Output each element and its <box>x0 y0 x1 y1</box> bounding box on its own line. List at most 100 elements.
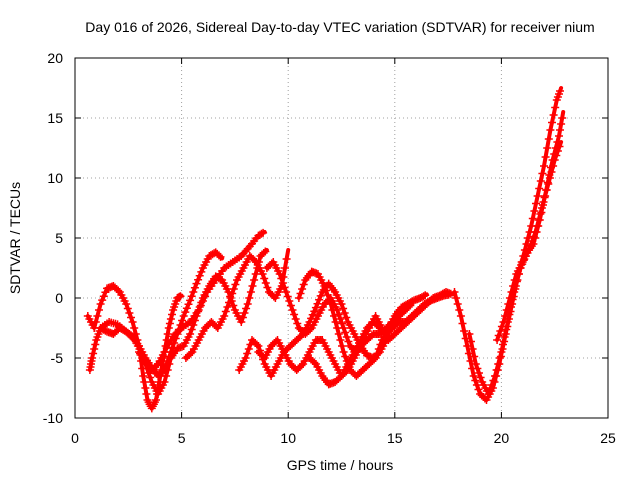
axis-ticks: 0 5 10 15 20 25 -10 -5 0 5 10 15 20 <box>43 50 616 446</box>
data-point <box>531 228 540 236</box>
data-point <box>546 126 555 134</box>
data-point <box>142 390 151 398</box>
data-point <box>342 333 351 341</box>
data-point <box>558 114 567 122</box>
data-point <box>502 325 511 334</box>
data-point <box>310 358 319 367</box>
data-point <box>507 288 516 296</box>
data-point <box>547 168 556 176</box>
data-point <box>528 214 537 223</box>
data-point <box>242 304 251 313</box>
data-point <box>474 385 483 394</box>
data-point <box>280 283 289 292</box>
data-point <box>553 147 562 155</box>
data-point <box>534 216 543 224</box>
data-point <box>526 241 535 250</box>
data-point <box>197 267 206 276</box>
data-point <box>502 306 511 314</box>
data-point <box>123 304 132 313</box>
x-tick-label: 5 <box>178 430 186 446</box>
data-point <box>288 306 297 314</box>
data-point <box>544 180 553 188</box>
data-point <box>550 156 559 164</box>
data-point <box>543 144 552 152</box>
data-point <box>260 274 269 283</box>
data-point <box>310 307 319 316</box>
y-axis-title: SDTVAR / TECUs <box>7 182 23 294</box>
data-point <box>525 246 534 254</box>
data-point <box>245 294 254 302</box>
series-arc-2 <box>85 248 225 380</box>
data-point <box>179 312 188 320</box>
data-point <box>101 288 110 297</box>
data-point <box>556 126 564 134</box>
data-point <box>504 300 513 308</box>
data-point <box>540 162 548 170</box>
data-point <box>326 300 335 308</box>
data-point <box>495 354 504 362</box>
data-point <box>499 318 508 326</box>
data-point <box>556 87 564 95</box>
data-point <box>226 294 235 302</box>
series-arc-9 <box>294 267 430 380</box>
data-point <box>538 169 547 178</box>
data-point <box>195 303 204 311</box>
data-point <box>336 315 345 323</box>
data-point <box>181 308 190 317</box>
data-point <box>455 306 464 314</box>
data-point <box>489 376 498 385</box>
data-point <box>166 315 175 323</box>
data-point <box>497 348 506 356</box>
data-point <box>282 288 291 296</box>
data-point <box>176 292 185 301</box>
data-point <box>298 285 307 293</box>
data-point <box>528 237 537 245</box>
series-line <box>467 110 566 396</box>
data-point <box>93 312 102 320</box>
data-point <box>555 132 563 140</box>
y-tick-label: -10 <box>43 410 63 426</box>
data-point <box>99 292 108 301</box>
data-point <box>225 298 233 307</box>
data-point <box>472 381 481 389</box>
data-point <box>536 177 545 185</box>
data-point <box>220 312 229 320</box>
data-point <box>244 345 253 353</box>
series-arc-3 <box>96 228 268 374</box>
data-point <box>342 313 351 322</box>
data-point <box>259 228 268 237</box>
data-point <box>194 307 203 316</box>
data-point <box>465 330 474 338</box>
x-tick-label: 25 <box>600 430 616 446</box>
data-point <box>510 276 519 284</box>
data-point <box>370 355 378 364</box>
data-point <box>524 234 532 242</box>
data-point <box>453 300 462 308</box>
data-point <box>325 295 334 304</box>
data-point <box>231 280 240 289</box>
data-point <box>187 292 196 301</box>
data-point <box>552 151 561 160</box>
data-point <box>471 376 480 385</box>
data-point <box>163 330 172 338</box>
data-point <box>316 291 325 300</box>
y-tick-label: 5 <box>55 230 63 246</box>
data-point <box>340 309 349 317</box>
data-series <box>83 86 567 413</box>
data-point <box>186 330 195 338</box>
data-point <box>146 373 155 382</box>
data-point <box>192 312 201 320</box>
data-point <box>458 319 467 328</box>
data-point <box>214 251 223 260</box>
data-point <box>246 288 255 296</box>
data-point <box>96 300 105 308</box>
data-point <box>419 292 428 301</box>
data-point <box>315 295 324 304</box>
data-point <box>178 316 187 325</box>
data-point <box>263 283 272 292</box>
series-arc-10 <box>305 290 453 389</box>
y-tick-label: -5 <box>51 350 64 366</box>
data-point <box>125 309 134 317</box>
data-point <box>251 270 260 278</box>
